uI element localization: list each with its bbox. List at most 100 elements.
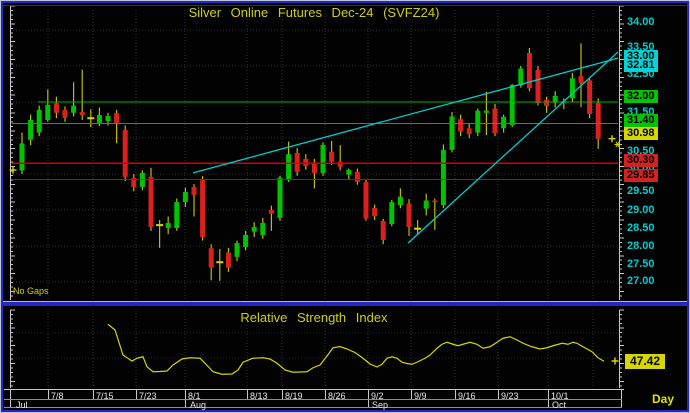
candle: [105, 116, 111, 122]
candle: [458, 119, 464, 132]
candle: [131, 177, 137, 187]
candle: [552, 95, 558, 103]
price-label-28.50: 28.50: [627, 221, 655, 234]
date-label-9/23: 9/23: [501, 390, 519, 401]
candle: [311, 162, 317, 173]
candle: [122, 130, 128, 177]
price-box-29.85: 29.85: [624, 169, 658, 183]
candle: [71, 105, 77, 113]
date-tick-10/1: [548, 390, 549, 399]
candle: [372, 207, 378, 217]
price-box-30.30: 30.30: [624, 153, 658, 167]
candle: [501, 116, 507, 129]
candle: [191, 186, 197, 195]
candle: [492, 108, 498, 134]
main-chart-surface[interactable]: [10, 6, 618, 301]
main-panel-top-border: [3, 5, 687, 6]
price-label-29.00: 29.00: [627, 203, 655, 216]
month-axis-tick: [621, 400, 622, 407]
trendline-1: [192, 57, 619, 174]
candle: [225, 252, 231, 268]
candle: [380, 221, 386, 240]
date-tick-8/19: [282, 390, 283, 399]
month-tick-Oct: [548, 400, 549, 407]
month-label-Sep: Sep: [372, 399, 389, 410]
panel-separator[interactable]: [2, 302, 688, 306]
candle: [397, 196, 403, 205]
candle: [354, 171, 360, 182]
price-label-27.00: 27.00: [627, 275, 655, 288]
date-tick-9/2: [368, 390, 369, 399]
doji-candle: [216, 261, 224, 264]
candle: [96, 114, 102, 123]
candle: [363, 181, 369, 219]
candle: [243, 234, 249, 248]
candle: [45, 104, 51, 120]
candle: [79, 112, 85, 115]
month-tick-Sep: [368, 400, 369, 407]
candle: [329, 151, 335, 162]
date-label-8/13: 8/13: [250, 390, 268, 401]
candle: [320, 144, 326, 173]
candle: [28, 120, 34, 140]
date-axis-rule: [4, 399, 622, 400]
date-tick-7/8: [48, 390, 49, 399]
candle: [208, 248, 214, 268]
rsi-bottom-border: [4, 389, 624, 390]
date-label-9/2: 9/2: [371, 390, 384, 401]
date-tick-8/26: [325, 390, 326, 399]
date-axis-tick: [10, 390, 11, 399]
price-box-32.81: 32.81: [624, 59, 658, 72]
month-label-Oct: Oct: [552, 399, 567, 410]
candle: [535, 69, 541, 104]
axis-rulers: [10, 5, 624, 388]
price-box-31.40: 31.40: [624, 113, 658, 127]
candle: [268, 210, 274, 214]
no-gaps-label: No Gaps: [13, 286, 49, 296]
date-label-8/19: 8/19: [285, 390, 303, 401]
candle: [53, 103, 59, 113]
candle: [200, 180, 206, 237]
price-label-29.50: 29.50: [627, 185, 655, 198]
timeframe-day-button[interactable]: Day: [651, 392, 674, 406]
gridlines: [10, 10, 618, 388]
month-label-Aug: Aug: [190, 399, 207, 410]
month-tick-Aug: [185, 400, 186, 407]
price-label-34.00: 34.00: [627, 15, 655, 28]
prev-close-marker: [9, 166, 17, 174]
date-tick-8/13: [247, 390, 248, 399]
last-price-marker: [608, 135, 616, 143]
date-label-8/26: 8/26: [328, 390, 346, 401]
rsi-last-marker: [611, 357, 619, 365]
candle: [260, 222, 266, 236]
candle: [578, 76, 584, 83]
date-tick-9/23: [498, 390, 499, 399]
candles-group: [19, 43, 601, 281]
price-box-32.00: 32.00: [624, 90, 658, 103]
candle: [346, 170, 352, 175]
date-label-7/15: 7/15: [96, 390, 114, 401]
candle: [337, 161, 343, 167]
candle: [544, 99, 550, 106]
candle: [595, 103, 601, 139]
page-title: Silver Online Futures Dec-24 (SVFZ24): [188, 5, 440, 20]
date-axis-tick: [621, 390, 622, 399]
candle: [518, 68, 524, 86]
candle: [483, 110, 489, 113]
candle: [509, 85, 515, 126]
candle: [277, 177, 283, 218]
candle: [148, 176, 154, 227]
candle: [466, 128, 472, 135]
doji-candle: [87, 117, 95, 120]
date-tick-8/1: [185, 390, 186, 399]
candle: [406, 203, 412, 227]
date-label-9/16: 9/16: [458, 390, 476, 401]
candle: [182, 192, 188, 203]
rsi-title: Relative Strength Index: [240, 310, 388, 325]
month-axis-rule: [4, 407, 622, 408]
month-tick-Jul: [10, 400, 11, 407]
date-tick-7/23: [136, 390, 137, 399]
date-label-7/23: 7/23: [139, 390, 157, 401]
price-box-30.98: 30.98: [624, 126, 658, 140]
